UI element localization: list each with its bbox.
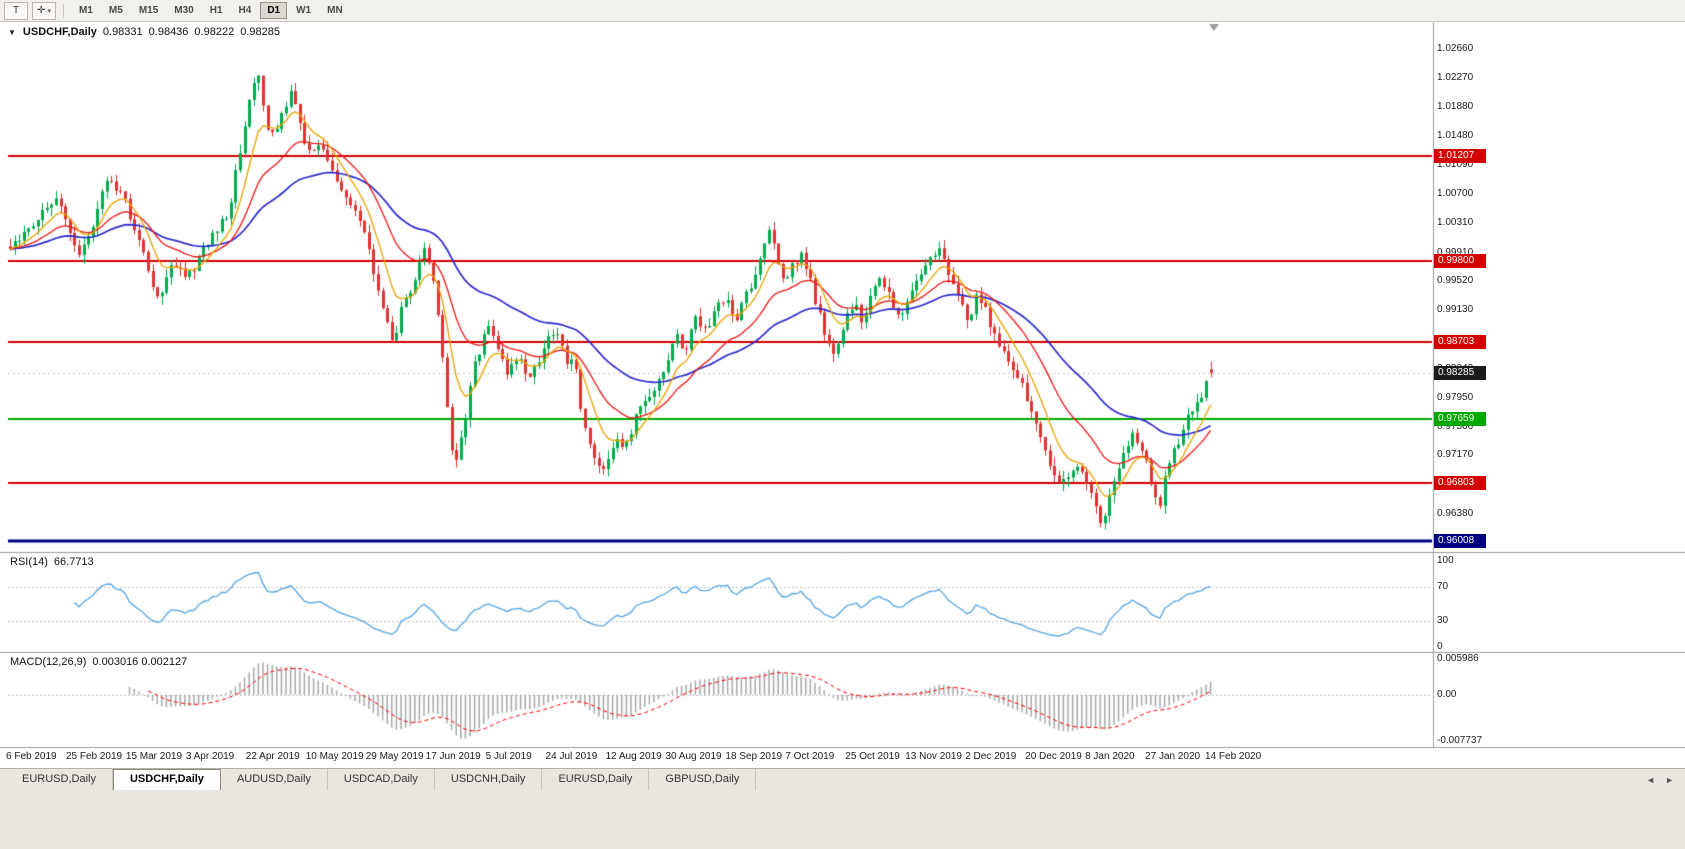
- timeframe-button-group: M1 M5 M15 M30 H1 H4 D1 W1 MN: [71, 2, 351, 19]
- ohlc-close: 0.98285: [240, 26, 280, 38]
- timeframe-button-h4[interactable]: H4: [238, 5, 252, 16]
- price-level-badge: 0.99800: [1434, 253, 1486, 268]
- tabs-scroll-right-button[interactable]: ►: [1665, 775, 1674, 785]
- tab-usdchf-daily[interactable]: USDCHF,Daily: [112, 769, 221, 791]
- date-axis-label: 15 Mar 2019: [125, 751, 183, 762]
- chart-header: ▼ USDCHF,Daily 0.98331 0.98436 0.98222 0…: [8, 26, 280, 38]
- date-axis-label: 7 Oct 2019: [785, 751, 835, 762]
- date-axis-label: 22 Apr 2019: [245, 751, 300, 762]
- cursor-tool-button[interactable]: ✛ ▾: [32, 1, 56, 20]
- chart-symbol: USDCHF,Daily: [22, 26, 97, 38]
- price-axis-label: 1.01880: [1437, 100, 1474, 112]
- price-level-badge: 0.96008: [1434, 534, 1486, 549]
- date-axis-label: 12 Aug 2019: [605, 751, 662, 762]
- price-axis-label: 1.01090: [1437, 159, 1474, 171]
- date-axis-label: 6 Feb 2019: [6, 751, 57, 762]
- date-axis-label: 10 May 2019: [305, 751, 364, 762]
- rsi-title: RSI(14): [10, 556, 48, 568]
- date-axis-label: 14 Feb 2020: [1205, 751, 1262, 762]
- timeframe-button-m30[interactable]: M30: [174, 5, 194, 16]
- ohlc-open: 0.98331: [102, 26, 143, 38]
- price-axis-label: 0.99130: [1437, 304, 1474, 316]
- price-axis-label: 0.97950: [1437, 391, 1474, 403]
- date-axis-label: 29 May 2019: [365, 751, 424, 762]
- macd-values: 0.003016 0.002127: [92, 656, 188, 668]
- tab-usdcad-daily[interactable]: USDCAD,Daily: [328, 769, 435, 791]
- tab-eurusd-daily[interactable]: EURUSD,Daily: [542, 769, 650, 791]
- rsi-axis-label: 0: [1437, 641, 1443, 652]
- tab-eurusd-daily[interactable]: EURUSD,Daily: [6, 769, 113, 791]
- timeframe-button-h1[interactable]: H1: [209, 5, 223, 16]
- tab-gbpusd-daily[interactable]: GBPUSD,Daily: [649, 769, 757, 791]
- rsi-axis-label: 70: [1437, 580, 1449, 592]
- price-axis-label: 1.02270: [1437, 71, 1474, 83]
- price-axis-label: 1.01480: [1437, 130, 1474, 142]
- tabs-scroll-left-button[interactable]: ◄: [1646, 775, 1656, 785]
- macd-header: MACD(12,26,9) 0.003016 0.002127: [10, 656, 187, 668]
- text-tool-button[interactable]: T: [4, 1, 28, 20]
- date-axis-label: 24 Jul 2019: [545, 751, 598, 762]
- date-axis-label: 17 Jun 2019: [425, 751, 481, 762]
- ohlc-high: 0.98436: [148, 26, 189, 38]
- ohlc-low: 0.98222: [194, 26, 235, 38]
- chart-tab-strip: EURUSD,Daily USDCHF,Daily AUDUSD,Daily USDC…: [6, 769, 757, 791]
- date-axis-label: 20 Dec 2019: [1025, 751, 1082, 762]
- tab-usdcnh-daily[interactable]: USDCNH,Daily: [435, 769, 543, 791]
- timeframe-button-d1[interactable]: D1: [260, 2, 288, 19]
- price-axis-label: 1.00700: [1437, 188, 1474, 200]
- date-axis-label: 30 Aug 2019: [665, 751, 722, 762]
- toolbar-separator: [63, 3, 64, 18]
- timeframe-button-m1[interactable]: M1: [79, 5, 93, 16]
- date-axis-label: 18 Sep 2019: [725, 751, 783, 762]
- macd-axis-label: 0.005986: [1437, 653, 1479, 664]
- date-axis-label: 8 Jan 2020: [1085, 751, 1135, 762]
- macd-title: MACD(12,26,9): [10, 656, 87, 668]
- timeframe-button-w1[interactable]: W1: [296, 5, 312, 16]
- date-axis-label: 2 Dec 2019: [965, 751, 1017, 762]
- date-axis-label: 13 Nov 2019: [905, 751, 962, 762]
- text-tool-icon: T: [12, 5, 20, 16]
- rsi-axis-label: 30: [1437, 615, 1449, 627]
- timeframe-button-m15[interactable]: M15: [138, 5, 159, 16]
- tab-scroll-arrows: ◄ ►: [1635, 769, 1685, 791]
- macd-axis-label: 0.00: [1437, 688, 1457, 700]
- price-level-badge: 0.96803: [1434, 475, 1486, 490]
- price-axis-label: 0.99520: [1437, 275, 1474, 287]
- timeframe-button-m5[interactable]: M5: [108, 5, 123, 16]
- chart-tab-bar: EURUSD,Daily USDCHF,Daily AUDUSD,Daily USDC…: [0, 768, 1685, 791]
- date-axis-label: 3 Apr 2019: [185, 751, 235, 762]
- price-axis-label: 0.96380: [1437, 507, 1474, 519]
- status-area: [0, 790, 1685, 849]
- tab-audusd-daily[interactable]: AUDUSD,Daily: [221, 769, 328, 791]
- timeframe-button-mn[interactable]: MN: [327, 5, 343, 16]
- price-axis-label: 0.97170: [1437, 449, 1474, 461]
- date-axis-label: 27 Jan 2020: [1145, 751, 1201, 762]
- date-axis-label: 25 Feb 2019: [65, 751, 123, 762]
- price-axis-label: 1.02660: [1437, 42, 1474, 54]
- price-level-badge: 0.97659: [1434, 412, 1486, 427]
- collapse-pane-icon[interactable]: ▼: [8, 27, 16, 37]
- price-axis-label: 1.00310: [1437, 216, 1474, 228]
- current-price-badge: 0.98285: [1434, 365, 1486, 380]
- crosshair-tool-icon: ✛: [37, 5, 46, 16]
- date-axis-label: 5 Jul 2019: [485, 751, 532, 762]
- dropdown-arrow-icon: ▾: [47, 7, 51, 15]
- rsi-axis-label: 100: [1437, 555, 1454, 566]
- date-axis-label: 25 Oct 2019: [845, 751, 900, 762]
- price-axis-label: 0.99910: [1437, 246, 1474, 258]
- rsi-header: RSI(14) 66.7713: [10, 556, 94, 568]
- macd-axis-label: -0.007737: [1437, 735, 1483, 746]
- main-toolbar: T ✛ ▾ M1 M5 M15 M30 H1 H4 D1 W1 MN: [0, 0, 1685, 22]
- price-level-badge: 1.01207: [1434, 149, 1486, 164]
- rsi-value: 66.7713: [53, 556, 94, 568]
- price-level-badge: 0.98703: [1434, 334, 1486, 349]
